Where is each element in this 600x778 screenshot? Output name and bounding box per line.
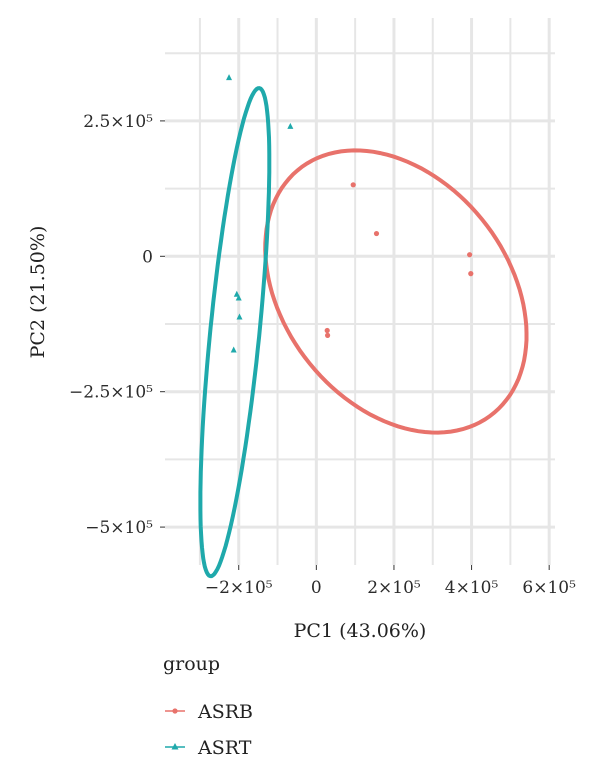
ellipse-asrb (263, 148, 529, 435)
x-tick-label: 6×10⁵ (522, 578, 576, 598)
point-asrb (468, 271, 474, 277)
point-asrt (287, 122, 294, 129)
legend-key-asrb-marker (172, 708, 178, 714)
plot-background (165, 18, 555, 565)
y-tick-label: 2.5×10⁵ (83, 112, 153, 132)
y-axis-ticks: 2.5×10⁵ 0 −2.5×10⁵ −5×10⁵ (69, 112, 165, 538)
point-asrt (235, 294, 242, 301)
y-axis-title: PC2 (21.50%) (27, 226, 49, 359)
point-asrb (324, 332, 331, 338)
x-tick-label: 0 (311, 578, 322, 598)
x-axis-title: PC1 (43.06%) (294, 620, 427, 642)
x-tick-label: −2×10⁵ (205, 578, 273, 598)
y-tick-label: −2.5×10⁵ (69, 383, 153, 403)
legend-label-asrb: ASRB (197, 701, 253, 723)
point-asrb (373, 230, 380, 237)
point-asrt (236, 313, 243, 320)
legend-label-asrt: ASRT (197, 737, 252, 759)
point-asrb (324, 327, 330, 334)
point-asrb (467, 252, 473, 258)
point-asrt (230, 346, 237, 353)
point-asrt (226, 74, 233, 81)
legend-key-asrt-marker (171, 743, 179, 750)
x-tick-label: 4×10⁵ (445, 578, 499, 598)
point-asrb (350, 182, 356, 188)
y-tick-label: −5×10⁵ (85, 518, 153, 538)
legend: group ASRB ASRT (163, 653, 253, 759)
legend-item-asrt: ASRT (165, 737, 252, 759)
x-tick-label: 2×10⁵ (367, 578, 421, 598)
confidence-ellipses (198, 86, 529, 579)
data-points (226, 74, 474, 353)
point-asrt (233, 290, 240, 297)
legend-title: group (163, 653, 220, 675)
legend-item-asrb: ASRB (165, 701, 253, 723)
ellipse-asrt (198, 86, 272, 579)
y-tick-label: 0 (142, 247, 153, 267)
x-axis-ticks: −2×10⁵ 0 2×10⁵ 4×10⁵ 6×10⁵ (205, 565, 576, 598)
